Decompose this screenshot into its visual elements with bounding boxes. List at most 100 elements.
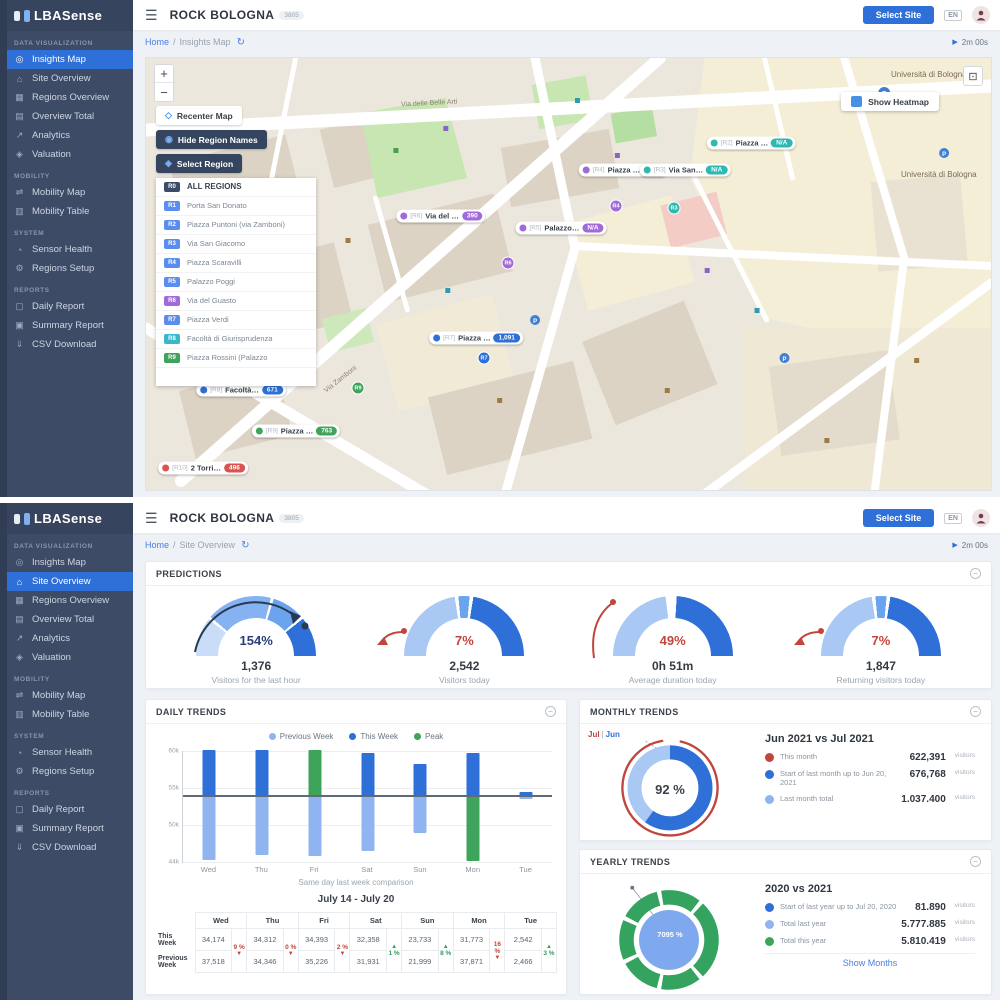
region-list-item-r3[interactable]: R3 Via San Giacomo <box>156 235 316 254</box>
app-logo[interactable]: LBASense <box>0 0 133 31</box>
sidebar-item-site-overview[interactable]: ⌂ Site Overview <box>0 69 133 88</box>
region-list-item-r7[interactable]: R7 Piazza Verdi <box>156 311 316 330</box>
trend-label: Total last year <box>780 919 827 928</box>
sidebar-item-analytics[interactable]: ↗ Analytics <box>0 629 133 648</box>
region-list-item-r0[interactable]: R0 ALL REGIONS <box>156 178 316 197</box>
map-region-label-r10[interactable]: [R10] 2 Torri… 496 <box>158 461 248 475</box>
sidebar-item-insights-map[interactable]: ◎ Insights Map <box>0 50 133 69</box>
region-list-item-r1[interactable]: R1 Porta San Donato <box>156 197 316 216</box>
avatar[interactable] <box>972 509 990 527</box>
hamburger-menu-icon[interactable]: ☰ <box>145 509 158 526</box>
map-region-marker-r9[interactable]: R9 <box>351 381 365 395</box>
table-change-cell: 0 % ▼ <box>282 928 299 973</box>
sidebar-item-regions-overview[interactable]: ▦ Regions Overview <box>0 88 133 107</box>
hamburger-menu-icon[interactable]: ☰ <box>145 6 158 23</box>
map-region-label-r3[interactable]: [R3] Via San… N/A <box>639 163 731 177</box>
region-list-item-r9[interactable]: R9 Piazza Rossini (Palazzo <box>156 349 316 368</box>
language-icon[interactable]: EN <box>944 512 962 524</box>
sidebar-item-summary-report[interactable]: ▣ Summary Report <box>0 316 133 335</box>
sidebar-item-overview-total[interactable]: ▤ Overview Total <box>0 107 133 126</box>
zoom-in-button[interactable]: + <box>155 65 173 83</box>
table-cell-previous-week: 2,466 <box>504 950 542 973</box>
language-icon[interactable]: EN <box>944 9 962 21</box>
map-region-label-r5[interactable]: [R5] Palazzo… N/A <box>515 221 607 235</box>
play-icon[interactable]: ▶ <box>952 542 958 549</box>
legend-item: Peak <box>414 732 443 741</box>
insights-map-icon: ◎ <box>15 557 24 567</box>
show-heatmap-button[interactable]: Show Heatmap <box>841 92 939 111</box>
select-site-button[interactable]: Select Site <box>862 6 935 24</box>
sidebar-item-sensor-health[interactable]: ◔ Sensor Health <box>0 240 133 259</box>
sidebar-item-valuation[interactable]: ◈ Valuation <box>0 145 133 164</box>
sidebar-item-mobility-table[interactable]: ▥ Mobility Table <box>0 202 133 221</box>
map-region-label-r9[interactable]: [R9] Piazza … 763 <box>251 424 341 438</box>
table-change-cell: ▲ 3 % <box>541 928 557 973</box>
hide-region-names-button[interactable]: ◉ Hide Region Names <box>156 130 267 149</box>
show-months-link[interactable]: Show Months <box>765 953 975 968</box>
fullscreen-icon[interactable]: ⊡ <box>963 66 983 86</box>
sidebar-item-mobility-map[interactable]: ⇌ Mobility Map <box>0 183 133 202</box>
collapse-icon[interactable]: − <box>970 856 981 867</box>
sidebar-item-daily-report[interactable]: ▢ Daily Report <box>0 800 133 819</box>
select-region-button[interactable]: ◈ Select Region <box>156 154 243 173</box>
recenter-map-button[interactable]: ◇ Recenter Map <box>156 106 242 125</box>
sidebar-item-regions-setup[interactable]: ⚙ Regions Setup <box>0 259 133 278</box>
sidebar-item-csv-download[interactable]: ⇓ CSV Download <box>0 335 133 354</box>
collapse-icon[interactable]: − <box>970 568 981 579</box>
map-region-marker-r7[interactable]: R7 <box>477 351 491 365</box>
collapse-icon[interactable]: − <box>545 706 556 717</box>
sidebar-item-summary-report[interactable]: ▣ Summary Report <box>0 819 133 838</box>
breadcrumb-home-link[interactable]: Home <box>145 37 170 47</box>
region-name: Via del Guasto <box>187 296 237 306</box>
map-region-marker-r4[interactable]: R4 <box>609 199 623 213</box>
monthly-trend-rows: This month 622,391 visitors Start of last m… <box>765 752 975 805</box>
region-code: [R6] <box>410 212 423 220</box>
map-region-label-r6[interactable]: [R6] Via del … 390 <box>396 209 486 223</box>
prediction-gauge-3: 49% 0h 51m Average duration today <box>569 596 777 685</box>
gauge-value: 1,376 <box>241 659 272 673</box>
map-region-label-r2[interactable]: [R2] Piazza … N/A <box>706 136 796 150</box>
zoom-out-button[interactable]: − <box>155 83 173 101</box>
avatar[interactable] <box>972 6 990 24</box>
map-region-label-r7[interactable]: [R7] Piazza … 1,091 <box>429 331 523 345</box>
table-row-label: This Week <box>158 932 177 947</box>
region-list-item-r8[interactable]: R8 Facoltà di Giurisprudenza <box>156 330 316 349</box>
region-list-item-r5[interactable]: R5 Palazzo Poggi <box>156 273 316 292</box>
table-cell-previous-week: 35,226 <box>297 950 336 973</box>
map-canvas[interactable]: P P P P Univers <box>145 57 992 491</box>
daily-trends-card: DAILY TRENDS − Previous Week This Week Pea… <box>145 699 567 995</box>
logo-text: LBASense <box>34 8 103 23</box>
app-logo[interactable]: LBASense <box>0 503 133 534</box>
sidebar-item-overview-total[interactable]: ▤ Overview Total <box>0 610 133 629</box>
region-list-item-r4[interactable]: R4 Piazza Scaravilli <box>156 254 316 273</box>
map-region-label-r8[interactable]: [R8] Facoltà… 671 <box>196 383 286 397</box>
sidebar-item-site-overview[interactable]: ⌂ Site Overview <box>0 572 133 591</box>
play-icon[interactable]: ▶ <box>952 39 958 46</box>
region-list-item-r6[interactable]: R6 Via del Guasto <box>156 292 316 311</box>
region-name: Palazzo Poggi <box>187 277 235 287</box>
map-region-marker-r6[interactable]: R6 <box>501 256 515 270</box>
refresh-icon[interactable]: ↻ <box>236 36 245 48</box>
map-region-marker-r3[interactable]: R3 <box>667 201 681 215</box>
legend-label: Peak <box>425 732 444 741</box>
sidebar-item-regions-setup[interactable]: ⚙ Regions Setup <box>0 762 133 781</box>
breadcrumb-home-link[interactable]: Home <box>145 540 170 550</box>
collapse-icon[interactable]: − <box>970 706 981 717</box>
region-code: [R10] <box>172 464 188 472</box>
sidebar-item-sensor-health[interactable]: ◔ Sensor Health <box>0 743 133 762</box>
sidebar-item-valuation[interactable]: ◈ Valuation <box>0 648 133 667</box>
refresh-icon[interactable]: ↻ <box>241 539 250 551</box>
sidebar-item-mobility-map[interactable]: ⇌ Mobility Map <box>0 686 133 705</box>
gauge-caption: Visitors for the last hour <box>211 675 301 685</box>
sidebar-item-mobility-table[interactable]: ▥ Mobility Table <box>0 705 133 724</box>
sidebar-item-label: Overview Total <box>32 111 95 122</box>
select-site-button[interactable]: Select Site <box>862 509 935 527</box>
sidebar-item-insights-map[interactable]: ◎ Insights Map <box>0 553 133 572</box>
sidebar-item-daily-report[interactable]: ▢ Daily Report <box>0 297 133 316</box>
sidebar-item-analytics[interactable]: ↗ Analytics <box>0 126 133 145</box>
sidebar-item-regions-overview[interactable]: ▦ Regions Overview <box>0 591 133 610</box>
region-badge: R7 <box>164 315 180 325</box>
region-list-item-r2[interactable]: R2 Piazza Puntoni (via Zamboni) <box>156 216 316 235</box>
gauge-caption: Returning visitors today <box>836 675 926 685</box>
sidebar-item-csv-download[interactable]: ⇓ CSV Download <box>0 838 133 857</box>
